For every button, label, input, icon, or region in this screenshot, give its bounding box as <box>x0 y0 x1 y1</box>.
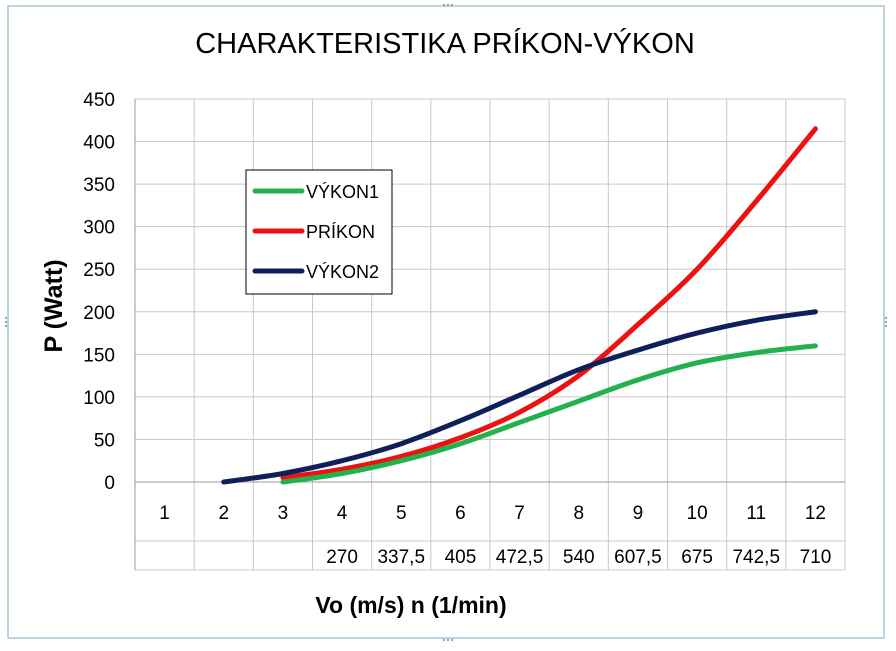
y-tick-label: 250 <box>83 260 115 281</box>
legend-label: VÝKON1 <box>306 182 379 202</box>
x-secondary-tick-label: 405 <box>445 547 477 568</box>
legend: VÝKON1 PRÍKON VÝKON2 <box>245 169 393 295</box>
y-tick-label: 350 <box>83 175 115 196</box>
y-axis-label: P (Watt) <box>40 259 68 352</box>
x-secondary-tick-label: 607,5 <box>614 547 662 568</box>
y-tick-label: 300 <box>83 218 115 239</box>
x-tick-label: 6 <box>455 503 466 524</box>
x-secondary-tick-label: 710 <box>800 547 832 568</box>
x-tick-label: 10 <box>687 503 708 524</box>
x-tick-label: 3 <box>278 503 289 524</box>
x-tick-label: 7 <box>514 503 525 524</box>
legend-label: PRÍKON <box>306 222 375 242</box>
series-lines <box>221 126 818 485</box>
x-secondary-tick-label: 337,5 <box>377 547 425 568</box>
series-line-príkon <box>280 126 818 481</box>
x-tick-label: 8 <box>573 503 584 524</box>
y-tick-label: 400 <box>83 133 115 154</box>
x-secondary-tick-label: 270 <box>326 547 358 568</box>
x-tick-label: 9 <box>633 503 644 524</box>
x-secondary-tick-label: 675 <box>681 547 713 568</box>
x-axis-label: Vo (m/s) n (1/min) <box>315 592 506 618</box>
x-secondary-tick-label: 472,5 <box>496 547 544 568</box>
legend-label: VÝKON2 <box>306 262 379 282</box>
y-tick-label: 200 <box>83 303 115 324</box>
y-tick-label: 150 <box>83 345 115 366</box>
x-tick-label: 12 <box>805 503 826 524</box>
y-tick-label: 50 <box>94 430 115 451</box>
x-tick-label: 11 <box>746 503 766 524</box>
chart-title: CHARAKTERISTIKA PRÍKON-VÝKON <box>195 27 695 60</box>
x-tick-label: 5 <box>396 503 407 524</box>
y-tick-label: 100 <box>83 388 115 409</box>
resize-handles[interactable] <box>4 3 888 642</box>
x-tick-label: 4 <box>337 503 348 524</box>
series-line-výkon1 <box>280 343 818 485</box>
x-tick-label: 1 <box>159 503 170 524</box>
y-tick-label: 0 <box>104 473 115 494</box>
x-secondary-tick-label: 540 <box>563 547 595 568</box>
y-tick-label: 450 <box>83 90 115 111</box>
x-tick-label: 2 <box>218 503 229 524</box>
y-tick-labels: 0 50 100 150 200 250 300 350 400 450 <box>83 90 115 494</box>
x-secondary-tick-label: 742,5 <box>732 547 780 568</box>
series-line-výkon2 <box>221 309 818 485</box>
